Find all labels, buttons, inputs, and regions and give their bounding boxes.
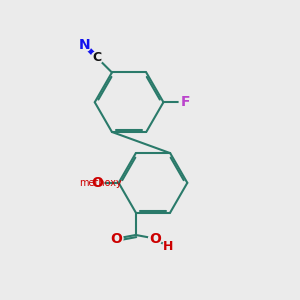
Text: F: F: [181, 95, 190, 109]
Circle shape: [179, 96, 192, 109]
Text: N: N: [79, 38, 90, 52]
Text: H: H: [163, 240, 173, 254]
Circle shape: [149, 232, 162, 245]
Circle shape: [91, 176, 104, 189]
Circle shape: [110, 232, 123, 245]
Text: C: C: [93, 51, 102, 64]
Text: O: O: [91, 176, 103, 190]
Text: methoxy: methoxy: [79, 178, 122, 188]
Circle shape: [78, 38, 91, 52]
Text: O: O: [110, 232, 122, 246]
Circle shape: [91, 52, 103, 64]
Text: O: O: [149, 232, 161, 246]
Circle shape: [162, 242, 173, 252]
